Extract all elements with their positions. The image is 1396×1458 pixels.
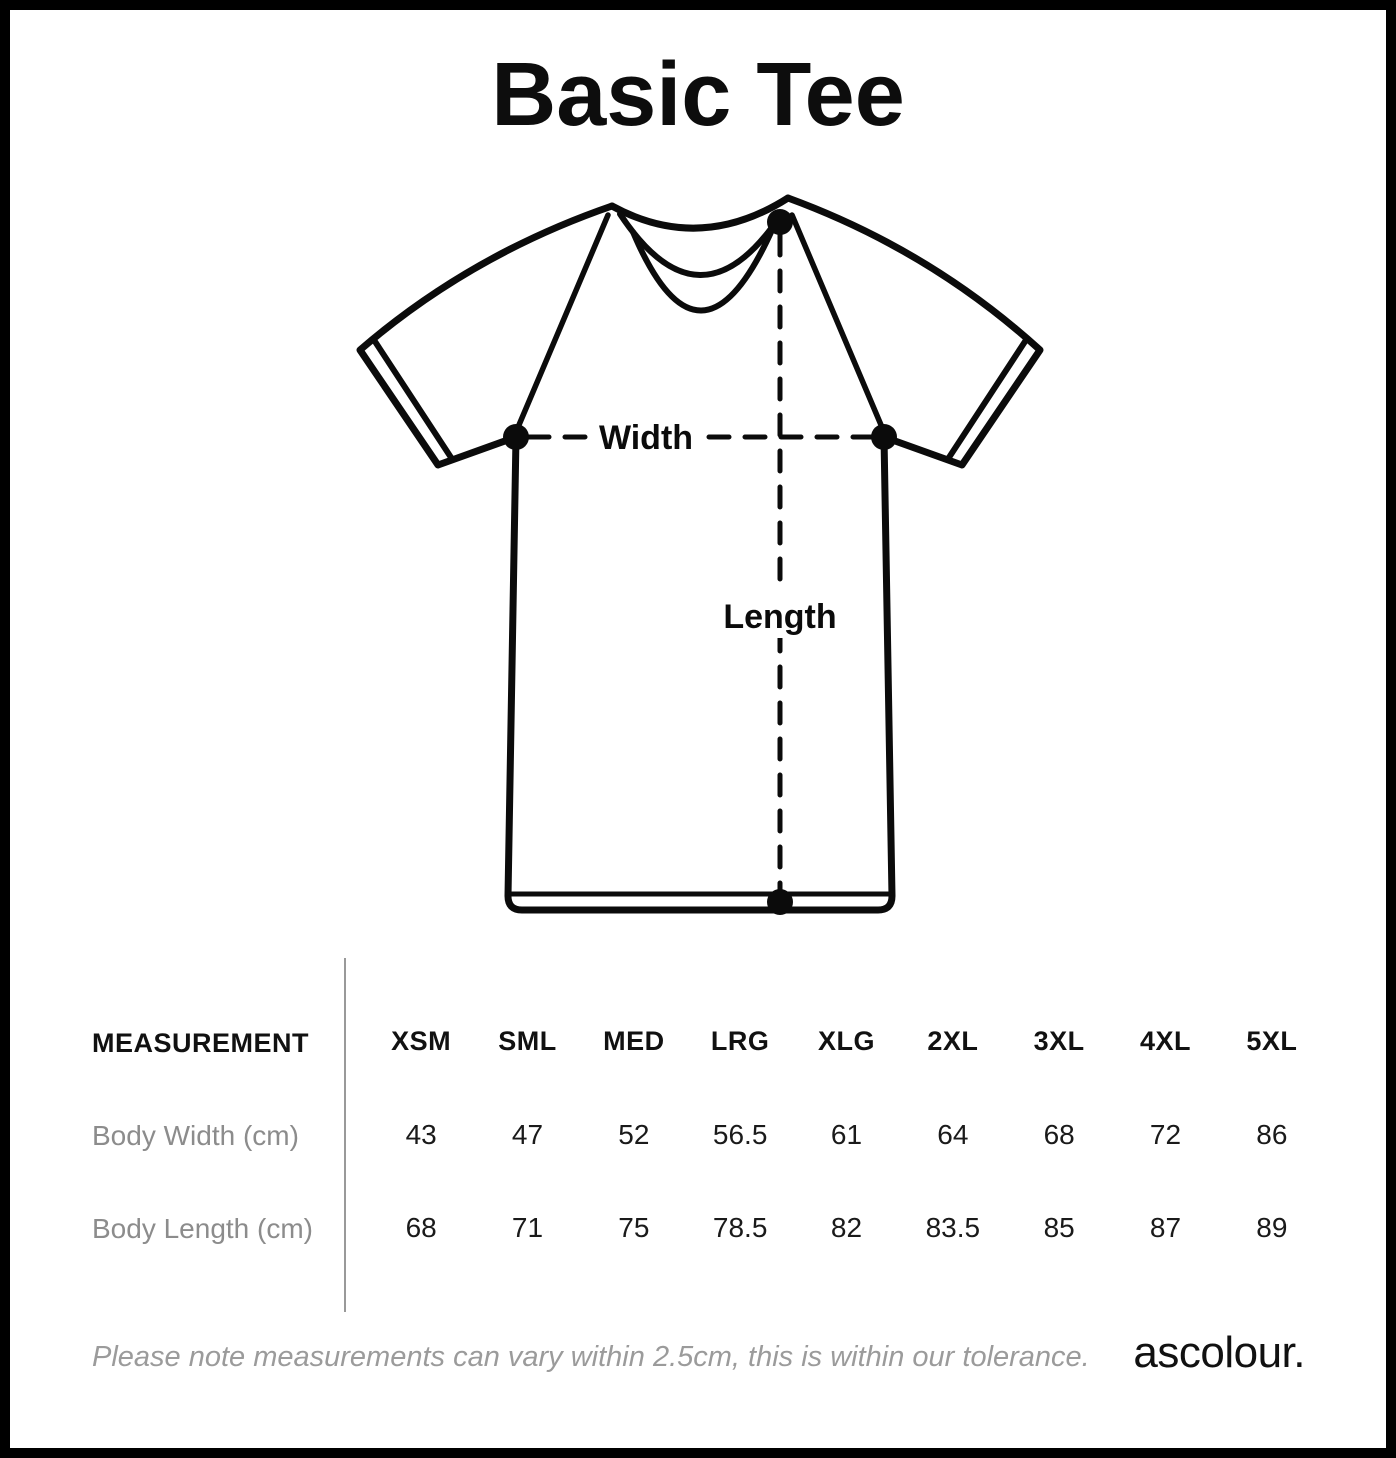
right-armpit-measure-dot [871, 424, 897, 450]
body-width-row: 43 47 52 56.5 61 64 68 72 86 [368, 1119, 1325, 1151]
table-cell: 71 [511, 1212, 544, 1243]
size-header-row: XSM SML MED LRG XLG 2XL 3XL 4XL 5XL [368, 1026, 1325, 1057]
table-cell: 82 [830, 1212, 863, 1243]
size-header-5xl: 5XL [1246, 1026, 1298, 1056]
table-cell: 89 [1256, 1212, 1288, 1243]
size-header-2xl: 2XL [927, 1026, 979, 1056]
table-cell: 43 [405, 1119, 437, 1150]
left-cuff-hem [371, 337, 455, 462]
tshirt-diagram: Width Length [356, 194, 1044, 915]
width-label: Width [599, 419, 693, 457]
size-header-xsm: XSM [391, 1026, 452, 1056]
table-cell: 86 [1256, 1119, 1288, 1150]
page-title: Basic Tee [491, 45, 905, 145]
body-length-row-label: Body Length (cm) [92, 1213, 313, 1244]
right-cuff-hem [945, 337, 1029, 462]
body-width-row-label: Body Width (cm) [92, 1120, 299, 1151]
width-label-backdrop [588, 415, 704, 459]
size-header-sml: SML [498, 1026, 557, 1056]
table-cell: 47 [511, 1119, 544, 1150]
table-cell: 83.5 [925, 1212, 981, 1243]
tolerance-note: Please note measurements can vary within… [92, 1341, 1090, 1373]
hem-measure-dot [767, 889, 793, 915]
table-cell: 72 [1149, 1119, 1182, 1150]
left-armpit-measure-dot [503, 424, 529, 450]
tshirt-outline-left [356, 202, 784, 914]
table-cell: 52 [618, 1119, 650, 1150]
length-label-backdrop [724, 592, 836, 638]
size-header-med: MED [603, 1026, 665, 1056]
table-cell: 56.5 [712, 1119, 768, 1150]
table-divider [344, 958, 346, 1312]
measurement-column-header: MEASUREMENT [92, 1028, 310, 1058]
brand-logo: ascolour. [1133, 1328, 1305, 1377]
tshirt-outline-right [776, 194, 1044, 914]
table-cell: 61 [830, 1119, 863, 1150]
size-header-3xl: 3XL [1033, 1026, 1085, 1056]
table-cell: 68 [405, 1212, 437, 1243]
table-cell: 68 [1043, 1119, 1075, 1150]
left-armhole-seam [513, 212, 611, 435]
table-cell: 64 [937, 1119, 969, 1150]
right-armhole-seam [789, 212, 887, 435]
length-label: Length [723, 598, 836, 636]
body-length-row: 68 71 75 78.5 82 83.5 85 87 89 [368, 1212, 1325, 1244]
table-cell: 78.5 [712, 1212, 768, 1243]
size-header-4xl: 4XL [1139, 1026, 1191, 1056]
table-cell: 87 [1149, 1212, 1182, 1243]
size-header-lrg: LRG [710, 1026, 770, 1056]
table-cell: 85 [1043, 1212, 1075, 1243]
collar-top-line [608, 194, 792, 232]
collar-neckline [630, 227, 775, 314]
size-header-xlg: XLG [817, 1026, 875, 1056]
table-cell: 75 [618, 1212, 650, 1243]
collar-measure-dot [767, 209, 793, 235]
